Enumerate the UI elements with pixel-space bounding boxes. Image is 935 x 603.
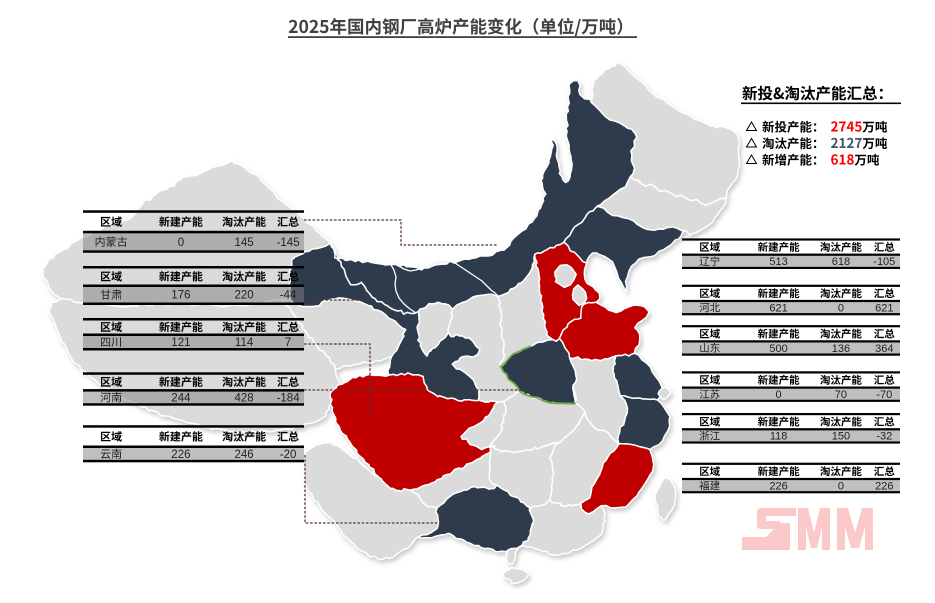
svg-text:7: 7: [285, 337, 291, 349]
svg-text:621: 621: [875, 302, 893, 314]
svg-text:121: 121: [171, 337, 190, 349]
svg-text:-44: -44: [280, 290, 297, 302]
svg-text:150: 150: [832, 431, 850, 443]
svg-text:0: 0: [838, 302, 844, 314]
svg-text:-184: -184: [277, 392, 301, 404]
svg-text:513: 513: [769, 256, 787, 268]
svg-text:428: 428: [235, 392, 254, 404]
svg-text:618: 618: [832, 256, 850, 268]
svg-text:145: 145: [235, 237, 254, 249]
svg-text:114: 114: [235, 337, 254, 349]
svg-text:500: 500: [769, 343, 787, 355]
svg-text:246: 246: [235, 449, 254, 461]
svg-text:-32: -32: [876, 431, 892, 443]
svg-text:-20: -20: [280, 449, 297, 461]
svg-text:220: 220: [235, 290, 254, 302]
svg-text:226: 226: [875, 480, 893, 492]
svg-text:244: 244: [171, 392, 191, 404]
svg-text:70: 70: [835, 389, 847, 401]
svg-text:-70: -70: [876, 389, 892, 401]
svg-text:364: 364: [875, 343, 893, 355]
svg-text:176: 176: [171, 290, 190, 302]
svg-text:118: 118: [770, 431, 788, 443]
svg-text:0: 0: [178, 237, 184, 249]
svg-text:621: 621: [769, 302, 787, 314]
svg-text:136: 136: [832, 343, 850, 355]
svg-text:-145: -145: [277, 237, 300, 249]
svg-text:226: 226: [171, 449, 190, 461]
svg-text:-105: -105: [873, 256, 895, 268]
svg-text:0: 0: [776, 389, 782, 401]
svg-text:0: 0: [838, 480, 844, 492]
svg-text:226: 226: [769, 480, 787, 492]
